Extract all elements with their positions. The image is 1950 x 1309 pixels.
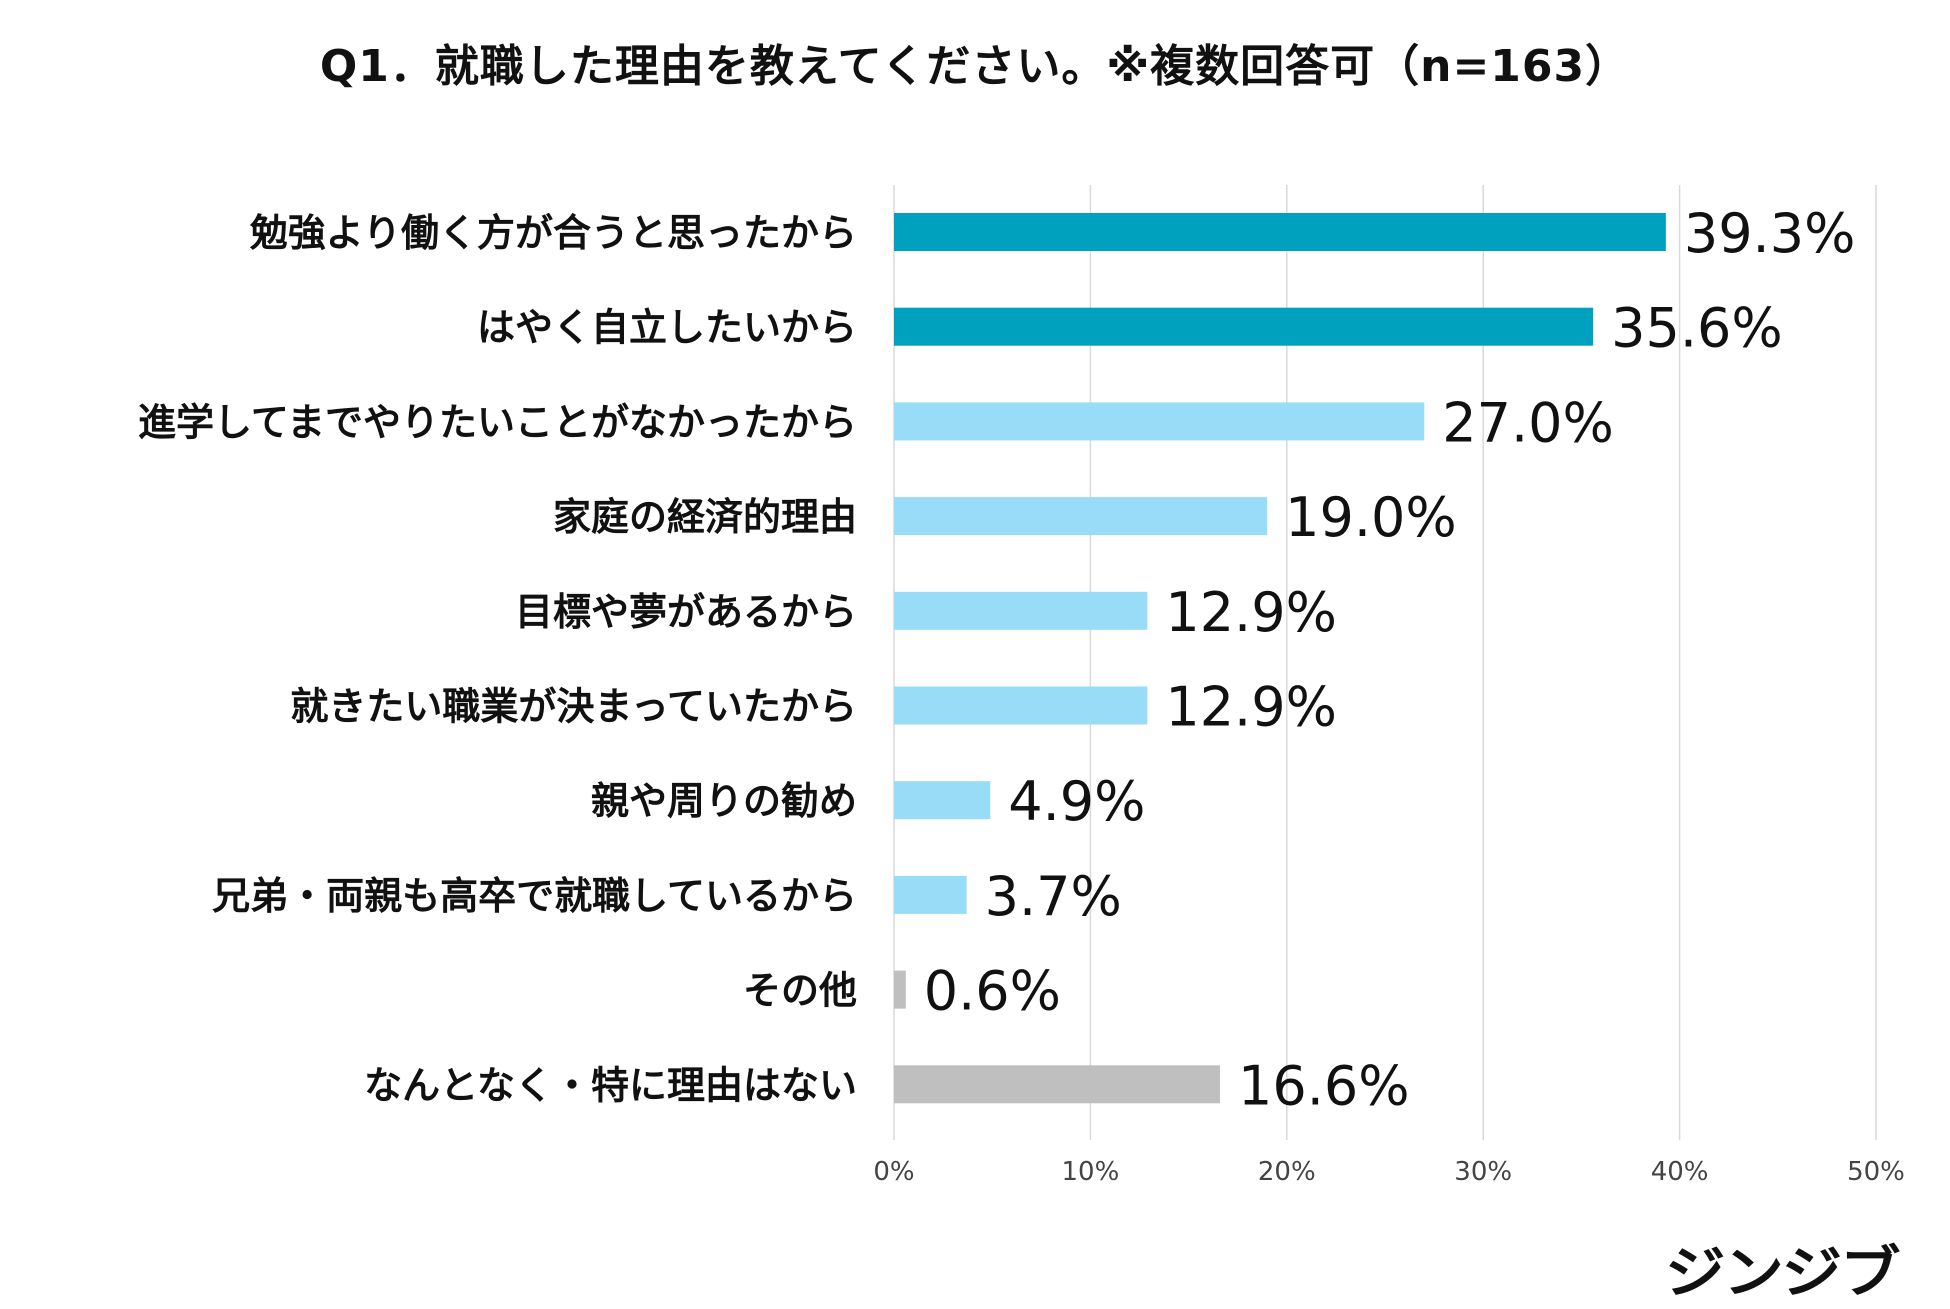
data-label: 27.0%: [1442, 391, 1614, 454]
value-labels: 39.3% 35.6% 27.0% 19.0% 12.9% 12.9% 4.9% 3.7% 0.…: [924, 202, 1856, 1117]
category-label: 就きたい職業が決まっていたから: [290, 685, 857, 729]
x-tick-label: 40%: [1651, 1157, 1709, 1187]
data-label: 3.7%: [985, 865, 1122, 928]
bar: [894, 781, 991, 820]
bar: [894, 402, 1425, 441]
bar: [894, 875, 967, 914]
x-tick-label: 0%: [873, 1157, 914, 1187]
category-label: 親や周りの勧め: [591, 779, 857, 823]
data-label: 39.3%: [1684, 202, 1856, 265]
bars: [894, 213, 1666, 1104]
data-label: 0.6%: [924, 960, 1061, 1023]
x-axis-tick-labels: 0% 10% 20% 30% 40% 50%: [873, 1157, 1905, 1187]
bar: [894, 213, 1666, 251]
category-label: 家庭の経済的理由: [553, 495, 857, 539]
category-label: 勉強より働く方が合うと思ったから: [249, 211, 857, 255]
bar: [894, 686, 1148, 725]
category-label: 兄弟・両親も高卒で就職しているから: [212, 874, 857, 918]
category-label: はやく自立したいから: [477, 306, 857, 350]
category-label: 進学してまでやりたいことがなかったから: [138, 400, 857, 444]
x-tick-label: 10%: [1062, 1157, 1120, 1187]
x-tick-label: 30%: [1454, 1157, 1512, 1187]
x-tick-label: 20%: [1258, 1157, 1316, 1187]
brand-logo: ジンジブ: [1665, 1241, 1900, 1306]
category-labels: 勉強より働く方が合うと思ったからはやく自立したいから進学してまでやりたいことがな…: [138, 211, 857, 1107]
bar: [894, 591, 1148, 630]
data-label: 12.9%: [1165, 581, 1337, 644]
category-label: なんとなく・特に理由はない: [364, 1063, 857, 1107]
category-label: その他: [743, 969, 857, 1013]
data-label: 4.9%: [1008, 770, 1145, 833]
category-label: 目標や夢があるから: [515, 590, 857, 634]
bar: [894, 1065, 1221, 1104]
chart-title: Q1．就職した理由を教えてください。※複数回答可（n=163）: [319, 41, 1631, 92]
bar: [894, 307, 1594, 346]
data-label: 35.6%: [1611, 297, 1783, 360]
data-label: 16.6%: [1238, 1054, 1410, 1117]
bar: [894, 970, 906, 1009]
data-label: 12.9%: [1165, 676, 1337, 739]
bar: [894, 497, 1268, 536]
data-label: 19.0%: [1285, 486, 1457, 549]
x-tick-label: 50%: [1847, 1157, 1905, 1187]
